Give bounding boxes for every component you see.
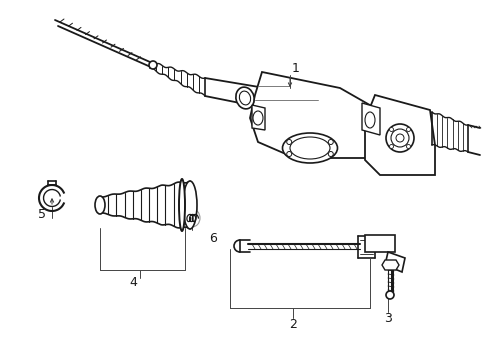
Polygon shape <box>364 95 434 175</box>
Ellipse shape <box>95 196 105 214</box>
Ellipse shape <box>385 291 393 299</box>
Ellipse shape <box>389 127 393 131</box>
Polygon shape <box>384 252 404 272</box>
Text: 6: 6 <box>209 231 217 244</box>
Ellipse shape <box>289 137 329 159</box>
Ellipse shape <box>239 91 250 105</box>
Ellipse shape <box>286 139 291 144</box>
Ellipse shape <box>252 111 263 125</box>
Text: 2: 2 <box>288 319 296 332</box>
Ellipse shape <box>286 152 291 157</box>
Ellipse shape <box>183 181 197 229</box>
Text: 5: 5 <box>38 208 46 221</box>
Ellipse shape <box>364 112 374 128</box>
Ellipse shape <box>235 87 254 109</box>
Ellipse shape <box>327 139 333 144</box>
Ellipse shape <box>395 134 403 142</box>
Polygon shape <box>364 235 394 252</box>
Polygon shape <box>251 105 264 130</box>
Ellipse shape <box>406 127 409 131</box>
Ellipse shape <box>390 129 408 147</box>
Text: 1: 1 <box>291 62 299 75</box>
Ellipse shape <box>385 124 413 152</box>
Ellipse shape <box>389 144 393 148</box>
Polygon shape <box>249 72 379 158</box>
Ellipse shape <box>149 61 157 69</box>
Ellipse shape <box>327 152 333 157</box>
Text: 3: 3 <box>383 311 391 324</box>
Ellipse shape <box>406 144 409 148</box>
Ellipse shape <box>282 133 337 163</box>
Polygon shape <box>361 103 379 135</box>
Polygon shape <box>381 260 398 270</box>
Ellipse shape <box>179 179 184 231</box>
Text: 4: 4 <box>129 275 137 288</box>
